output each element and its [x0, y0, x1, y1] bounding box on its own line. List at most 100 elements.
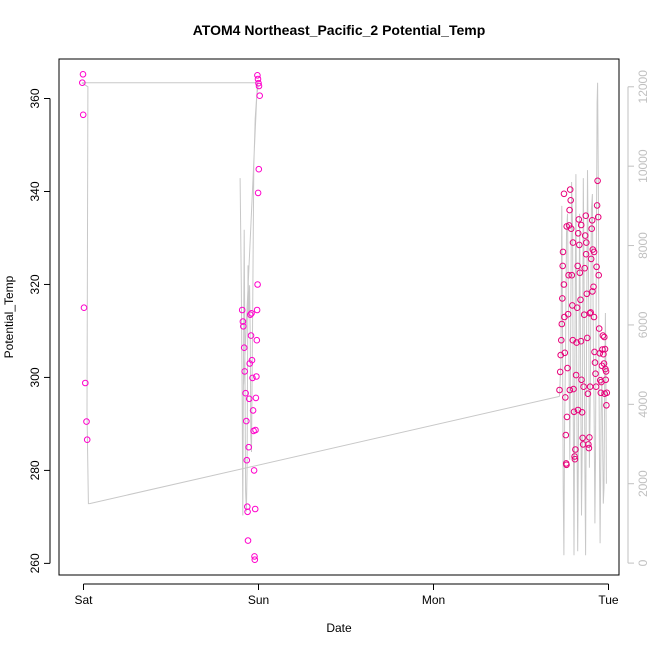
data-point-127	[599, 346, 606, 353]
data-point-53	[559, 248, 567, 256]
data-point-54	[560, 281, 568, 288]
data-point-131	[601, 333, 608, 341]
data-point-80	[573, 304, 581, 312]
data-point-88	[578, 376, 585, 384]
data-point-49	[558, 336, 565, 344]
data-point-73	[570, 385, 577, 393]
data-point-19	[245, 443, 252, 451]
data-point-97	[583, 239, 590, 246]
data-point-27	[249, 407, 257, 414]
x-axis-label: Date	[326, 621, 352, 635]
data-point-37	[253, 306, 261, 314]
data-point-5	[82, 379, 89, 387]
data-point-10	[240, 323, 247, 330]
data-point-103	[586, 434, 593, 441]
secondary-line-segment-2	[239, 82, 259, 516]
y-tick-label-360: 360	[28, 88, 42, 108]
data-point-24	[248, 310, 255, 317]
data-point-23	[247, 332, 255, 339]
y-right-tick-label-4000: 4000	[636, 391, 650, 418]
x-tick-label-sat: Sat	[74, 593, 93, 607]
data-point-33	[252, 426, 259, 434]
data-point-84	[576, 241, 583, 249]
data-point-143	[574, 406, 582, 414]
data-point-115	[592, 383, 600, 391]
data-point-142	[569, 239, 577, 246]
data-point-56	[561, 349, 569, 357]
data-point-70	[568, 271, 576, 279]
data-point-60	[563, 461, 570, 469]
data-point-144	[577, 221, 585, 229]
data-point-32	[251, 505, 259, 513]
data-point-67	[566, 186, 574, 193]
y-right-tick-label-0: 0	[636, 559, 650, 566]
data-point-146	[586, 310, 594, 317]
data-point-147	[589, 288, 596, 295]
y-tick-label-280: 280	[28, 460, 42, 480]
data-point-40	[255, 165, 263, 173]
y-tick-label-260: 260	[28, 553, 42, 573]
data-point-50	[558, 320, 566, 328]
data-point-76	[571, 455, 579, 463]
y-axis: 260 280 300 320 340 360	[28, 88, 51, 573]
data-point-1	[79, 71, 87, 78]
data-point-25	[248, 356, 256, 364]
y-tick-label-340: 340	[28, 181, 42, 201]
data-point-108	[588, 217, 596, 224]
data-point-14	[243, 417, 250, 425]
data-point-105	[587, 309, 595, 316]
data-point-120	[595, 271, 603, 279]
plot-frame	[58, 58, 620, 576]
data-point-77	[572, 446, 579, 453]
data-point-38	[254, 281, 261, 288]
data-point-31	[251, 556, 259, 564]
data-point-99	[584, 334, 591, 342]
data-point-137	[603, 402, 610, 409]
data-point-145	[582, 250, 590, 258]
data-point-47	[556, 368, 564, 376]
data-point-138	[603, 389, 611, 397]
data-point-12	[241, 368, 248, 375]
data-point-78	[572, 371, 580, 379]
data-point-43	[255, 79, 262, 87]
data-point-107	[588, 225, 596, 232]
data-point-100	[584, 390, 592, 398]
data-point-81	[574, 262, 582, 270]
x-tick-label-sun: Sun	[248, 593, 269, 607]
data-point-66	[566, 206, 573, 214]
x-tick-label-mon: Mon	[422, 593, 445, 607]
y-right-tick-label-8000: 8000	[636, 232, 650, 259]
secondary-line-segment-1	[81, 82, 90, 505]
data-point-42	[254, 75, 262, 83]
secondary-line-segment-3	[559, 82, 607, 556]
data-point-101	[585, 441, 592, 448]
data-point-8	[238, 306, 246, 314]
data-point-17	[244, 508, 251, 516]
data-point-22	[247, 311, 254, 319]
data-point-121	[595, 325, 603, 332]
chart-title: ATOM4 Northeast_Pacific_2 Potential_Temp	[193, 22, 486, 38]
data-point-26	[249, 374, 256, 382]
data-point-2	[79, 79, 86, 86]
secondary-line-layer	[81, 82, 607, 556]
data-point-62	[564, 364, 571, 372]
data-point-87	[577, 337, 585, 345]
y-tick-label-320: 320	[28, 274, 42, 294]
data-point-13	[242, 389, 249, 397]
data-point-34	[252, 394, 260, 402]
data-point-136	[602, 368, 610, 375]
data-point-9	[239, 318, 247, 325]
data-point-52	[559, 262, 567, 270]
data-point-20	[245, 395, 253, 403]
data-point-135	[602, 376, 610, 384]
data-point-119	[594, 213, 602, 221]
data-point-90	[579, 434, 586, 442]
data-point-113	[591, 359, 599, 366]
data-point-96	[582, 212, 590, 219]
data-point-4	[80, 304, 88, 312]
data-point-30	[251, 553, 258, 560]
data-point-112	[591, 348, 598, 356]
data-point-148	[590, 248, 598, 256]
data-point-111	[590, 313, 598, 321]
